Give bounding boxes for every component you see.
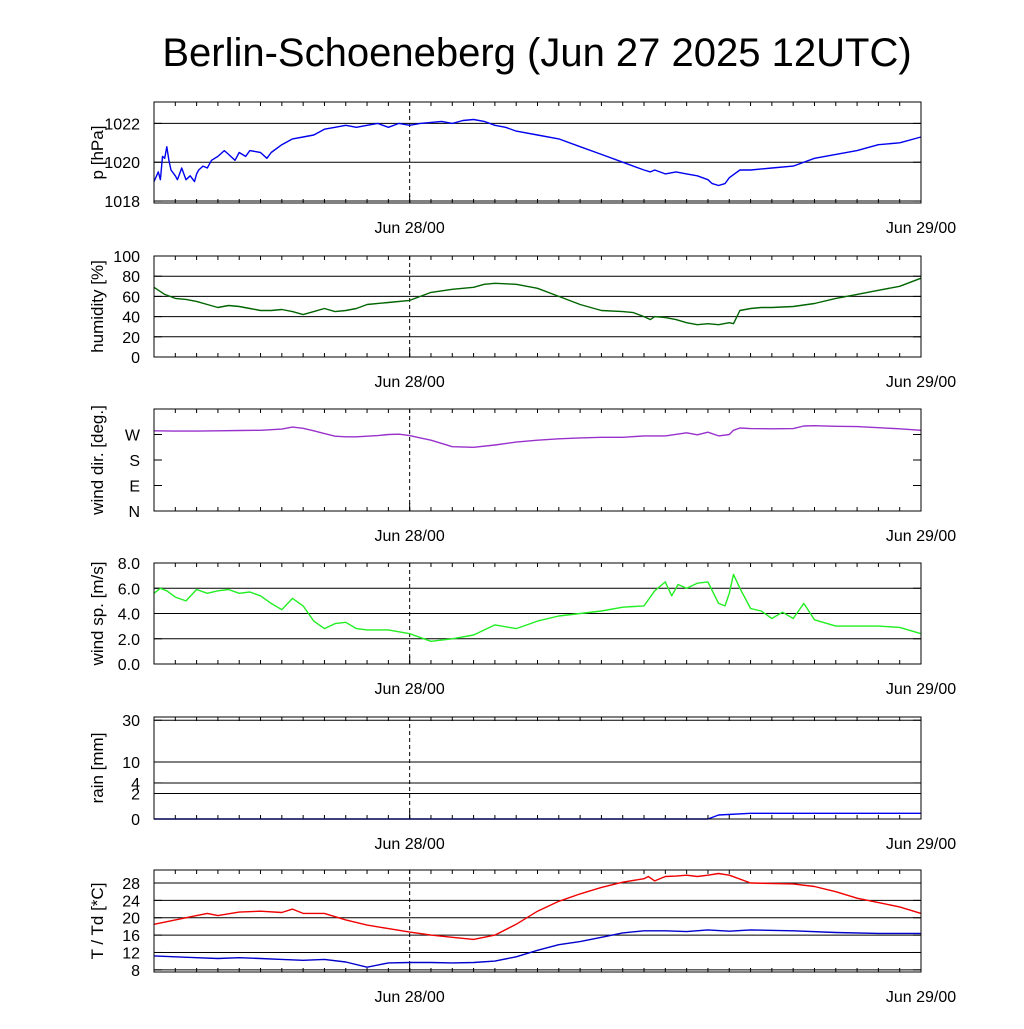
rain-x-tick-label: Jun 29/00 [886, 836, 956, 853]
rain-y-axis-label: rain [mm] [88, 733, 107, 804]
temperature-x-tick-label: Jun 28/00 [375, 989, 445, 1006]
temperature-y-tick-label: 12 [122, 945, 140, 962]
wind_speed-y-tick-label: 0.0 [118, 657, 140, 674]
humidity-y-tick-label: 60 [122, 289, 140, 306]
pressure-panel-frame [153, 101, 922, 204]
pressure-y-tick-label: 1022 [104, 116, 140, 133]
pressure-series-pressure [153, 118, 922, 187]
temperature-panel-frame [153, 869, 922, 973]
wind_speed-y-tick-label: 4.0 [118, 607, 140, 624]
humidity-x-tick-label: Jun 28/00 [375, 374, 445, 391]
humidity-series-humidity [153, 277, 922, 326]
wind_speed-panel-frame [153, 562, 922, 665]
wind_speed-series-wind_speed [153, 573, 922, 642]
temperature-y-tick-label: 8 [131, 963, 140, 980]
chart-title: Berlin-Schoeneberg (Jun 27 2025 12UTC) [162, 31, 911, 75]
pressure-y-tick-label: 1020 [104, 155, 140, 172]
wind_direction-y-axis-label: wind dir. [deg.] [88, 405, 107, 516]
humidity-y-tick-label: 40 [122, 310, 140, 327]
wind_direction-series-wind_dir [153, 425, 922, 448]
wind_speed-y-tick-label: 2.0 [118, 632, 140, 649]
temperature-y-tick-label: 24 [122, 893, 140, 910]
wind_speed-x-tick-label: Jun 28/00 [375, 681, 445, 698]
temperature-x-tick-label: Jun 29/00 [886, 989, 956, 1006]
pressure-y-tick-label: 1018 [104, 194, 140, 211]
wind_speed-x-tick-label: Jun 29/00 [886, 681, 956, 698]
wind_direction-panel-frame [153, 408, 922, 512]
wind_speed-y-axis-label: wind sp. [m/s] [88, 562, 107, 667]
temperature-series-dewpoint [153, 929, 921, 968]
humidity-y-tick-label: 100 [113, 249, 140, 266]
rain-y-tick-label: 4 [131, 776, 140, 793]
wind_direction-y-tick-label: N [128, 504, 140, 521]
wind_speed-y-tick-label: 6.0 [118, 581, 140, 598]
temperature-y-tick-label: 20 [122, 911, 140, 928]
rain-panel-frame [153, 716, 922, 820]
humidity-y-tick-label: 20 [122, 330, 140, 347]
temperature-series-temperature [153, 872, 922, 941]
humidity-x-tick-label: Jun 29/00 [886, 374, 956, 391]
wind_direction-y-tick-label: S [129, 453, 140, 470]
temperature-y-tick-label: 16 [122, 928, 140, 945]
wind_direction-x-tick-label: Jun 28/00 [375, 528, 445, 545]
wind_direction-y-tick-label: E [129, 479, 140, 496]
humidity-panel-frame [153, 255, 922, 358]
wind_direction-x-tick-label: Jun 29/00 [886, 528, 956, 545]
humidity-y-axis-label: humidity [%] [88, 260, 107, 353]
temperature-y-axis-label: T / Td [*C] [88, 883, 107, 960]
pressure-y-axis-label: p [hPa] [88, 126, 107, 180]
pressure-x-tick-label: Jun 28/00 [375, 220, 445, 237]
rain-y-tick-label: 2 [131, 787, 140, 804]
pressure-x-tick-label: Jun 29/00 [886, 220, 956, 237]
rain-x-tick-label: Jun 28/00 [375, 836, 445, 853]
rain-y-tick-label: 0 [131, 812, 140, 829]
temperature-y-tick-label: 28 [122, 876, 140, 893]
humidity-y-tick-label: 0 [131, 350, 140, 367]
rain-y-tick-label: 10 [122, 755, 140, 772]
wind_direction-y-tick-label: W [125, 428, 141, 445]
humidity-y-tick-label: 80 [122, 269, 140, 286]
wind_speed-y-tick-label: 8.0 [118, 556, 140, 573]
rain-y-tick-label: 30 [122, 713, 140, 730]
